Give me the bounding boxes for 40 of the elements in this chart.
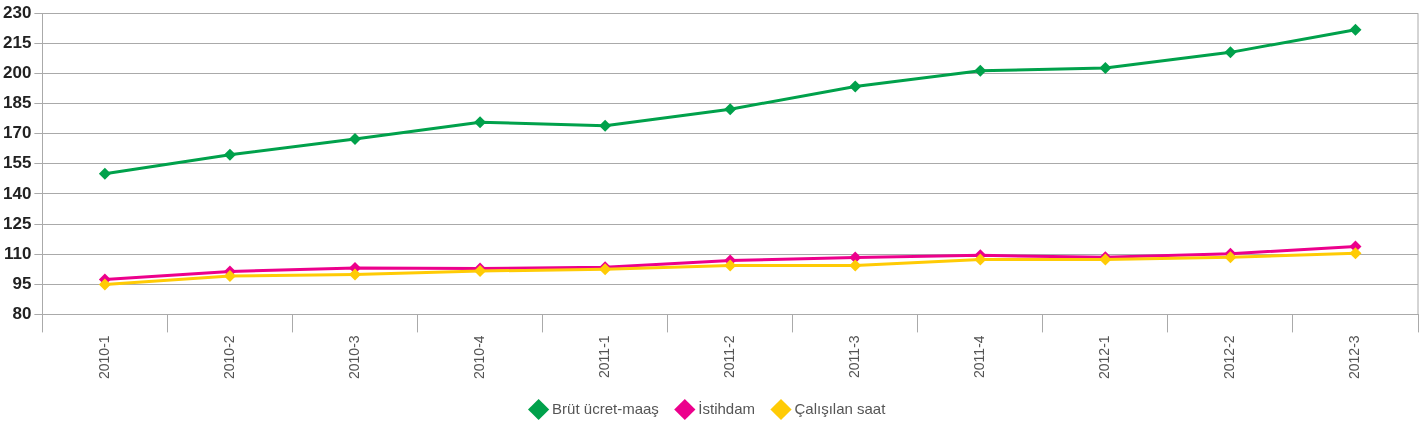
point [98, 278, 111, 291]
y-tick-label: 215 [2, 33, 32, 53]
y-tick-label: 140 [2, 183, 32, 203]
point [724, 103, 737, 116]
point [599, 119, 612, 132]
point [849, 259, 862, 272]
x-tick-label: 2010-4 [470, 335, 487, 379]
point [349, 133, 362, 146]
point [849, 80, 862, 93]
point [1224, 251, 1237, 264]
legend-label: Çalışılan saat [794, 399, 887, 417]
point [98, 167, 111, 180]
y-tick-label: 80 [12, 304, 32, 324]
x-tick-label: 2012-3 [1346, 335, 1363, 379]
y-tick-label: 125 [2, 213, 32, 233]
x-tick-label: 2012-2 [1221, 335, 1238, 379]
point [349, 268, 362, 281]
x-tick-label: 2011-3 [846, 335, 863, 378]
x-tick-label: 2011-2 [721, 335, 738, 378]
y-tick-label: 110 [3, 243, 32, 263]
point [1099, 62, 1112, 75]
x-tick-label: 2011-4 [971, 335, 988, 378]
x-tick-label: 2010-3 [345, 335, 362, 379]
y-tick-label: 155 [2, 153, 32, 173]
legend-label: İstihdam [698, 399, 756, 417]
legend-label: Brüt ücret-maaş [552, 399, 659, 417]
y-tick-label: 185 [2, 93, 32, 113]
y-tick-label: 170 [2, 123, 32, 143]
y-tick-label: 230 [2, 2, 32, 22]
point [1224, 46, 1237, 59]
point [223, 148, 236, 161]
point [1349, 247, 1362, 260]
x-tick-label: 2010-2 [220, 335, 237, 379]
point [974, 64, 987, 77]
point [1349, 23, 1362, 36]
x-tick-label: 2010-1 [95, 335, 112, 379]
x-tick-label: 2011-1 [595, 335, 612, 378]
y-tick-label: 95 [12, 273, 32, 293]
y-tick-label: 200 [2, 63, 32, 83]
x-tick-label: 2012-1 [1096, 335, 1113, 379]
